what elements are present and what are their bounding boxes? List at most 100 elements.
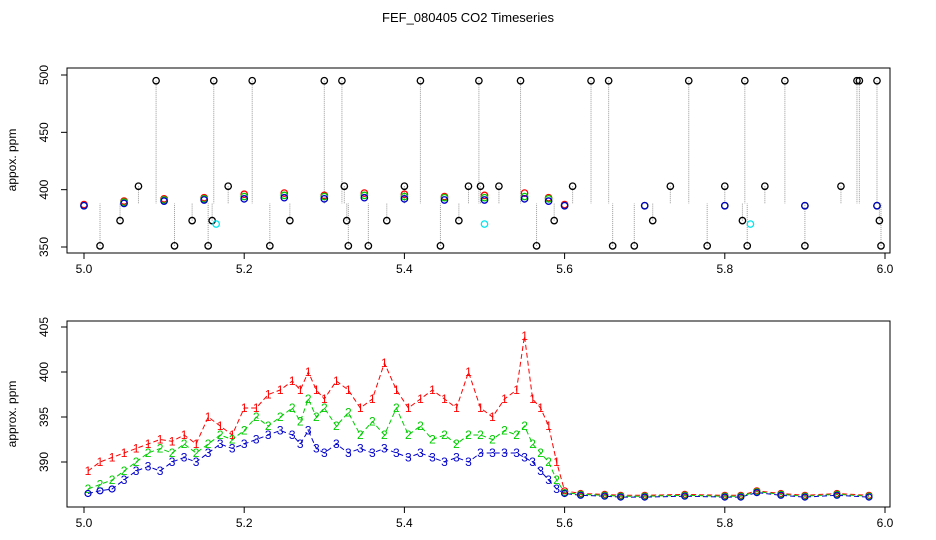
top-series-2-point bbox=[240, 192, 249, 201]
bottom-series-3-label: 3 bbox=[521, 451, 528, 465]
top-y-tick-label: 350 bbox=[37, 237, 51, 257]
bottom-series-2-label: 2 bbox=[121, 464, 128, 478]
bottom-series-2-label: 2 bbox=[289, 401, 296, 415]
top-series-flagged-point bbox=[760, 182, 769, 191]
bottom-series-1-label: 1 bbox=[109, 451, 116, 465]
bottom-series-3-point bbox=[833, 491, 841, 499]
bottom-series-2-label: 2 bbox=[537, 446, 544, 460]
bottom-series-2-label: 2 bbox=[529, 437, 536, 451]
bottom-series-3-label: 3 bbox=[145, 460, 152, 474]
top-series-1-point bbox=[400, 190, 409, 199]
top-series-flagged-point bbox=[532, 242, 541, 250]
bottom-series-3-label: 3 bbox=[417, 446, 424, 460]
top-series-2-point bbox=[360, 191, 369, 200]
bottom-series-3-label: 3 bbox=[313, 442, 320, 456]
bottom-series-3-point bbox=[641, 493, 649, 501]
bottom-series-2-label: 2 bbox=[217, 428, 224, 442]
bottom-series-2-label: 2 bbox=[109, 473, 116, 487]
bottom-series-1-label: 1 bbox=[465, 365, 472, 379]
bottom-series-1-label: 1 bbox=[205, 410, 212, 424]
top-x-tick-label: 5.8 bbox=[716, 262, 733, 276]
bottom-series-3-label: 3 bbox=[217, 437, 224, 451]
bottom-series-2-label: 2 bbox=[169, 446, 176, 460]
bottom-series-3-point bbox=[801, 493, 809, 501]
top-series-2-point bbox=[320, 192, 329, 201]
top-series-flagged-point bbox=[630, 242, 639, 250]
bottom-series-2-label: 2 bbox=[157, 442, 164, 456]
bottom-x-tick-label: 6.0 bbox=[877, 516, 894, 530]
top-series-2-point bbox=[480, 193, 489, 202]
top-series-3-point bbox=[801, 201, 809, 210]
bottom-series-3-label: 3 bbox=[381, 442, 388, 456]
bottom-series-3-label: 3 bbox=[529, 455, 536, 469]
bottom-series-1-label: 1 bbox=[357, 401, 364, 415]
bottom-series-3-label: 3 bbox=[429, 451, 436, 465]
bottom-series-1-label: 1 bbox=[241, 401, 248, 415]
bottom-series-2-label: 2 bbox=[85, 482, 92, 496]
bottom-series-2-label: 2 bbox=[417, 419, 424, 433]
top-series-flagged-point bbox=[400, 182, 409, 191]
bottom-series-3-label: 3 bbox=[205, 446, 212, 460]
top-series-flagged-point bbox=[364, 242, 373, 250]
top-series-flagged-point bbox=[204, 242, 213, 250]
top-series-cyan-point bbox=[746, 220, 755, 228]
bottom-series-1-label: 1 bbox=[169, 434, 176, 448]
bottom-series-1-label: 1 bbox=[133, 442, 140, 456]
bottom-series-2-label: 2 bbox=[465, 428, 472, 442]
top-series-2-point bbox=[440, 193, 449, 202]
top-series-2-point bbox=[400, 192, 409, 201]
figure-title: FEF_080405 CO2 Timeseries bbox=[382, 10, 554, 25]
top-series-flagged-point bbox=[550, 216, 559, 225]
bottom-series-3-label: 3 bbox=[305, 424, 312, 438]
bottom-series-3-label: 3 bbox=[537, 464, 544, 478]
top-series-flagged-point bbox=[738, 216, 747, 225]
bottom-series-1-label: 1 bbox=[345, 383, 352, 397]
top-x-tick-label: 5.0 bbox=[76, 262, 93, 276]
bottom-series-3-point bbox=[96, 487, 104, 495]
bottom-series-3-label: 3 bbox=[345, 446, 352, 460]
bottom-y-tick-label: 390 bbox=[37, 452, 51, 472]
top-series-flagged-point bbox=[720, 182, 729, 191]
bottom-series-1-label: 1 bbox=[429, 383, 436, 397]
top-series-flagged-point bbox=[464, 182, 473, 191]
bottom-series-1-label: 1 bbox=[277, 383, 284, 397]
bottom-series-2-label: 2 bbox=[333, 419, 340, 433]
top-series-flagged-point bbox=[340, 182, 349, 191]
top-series-flagged-point bbox=[568, 182, 577, 191]
top-series-flagged-point bbox=[495, 182, 503, 191]
bottom-series-3-label: 3 bbox=[465, 455, 472, 469]
top-panel: appox. ppm 5.0 5.2 5.4 5.6 5.8 6.0 350 400 450 50… bbox=[5, 65, 894, 276]
bottom-panel: approx. ppm 5.0 5.2 5.4 5.6 5.8 6.0 390 395 400 4… bbox=[5, 317, 894, 530]
bottom-series-2-label: 2 bbox=[181, 437, 188, 451]
top-series-flagged-point bbox=[587, 76, 595, 85]
bottom-series-1-label: 1 bbox=[417, 392, 424, 406]
bottom-series-1-label: 1 bbox=[85, 464, 92, 478]
bottom-series-3-label: 3 bbox=[393, 446, 400, 460]
top-series-3-point bbox=[640, 201, 649, 210]
top-plot-frame bbox=[66, 67, 891, 254]
bottom-series-1-label: 1 bbox=[193, 437, 200, 451]
bottom-series-3-point bbox=[777, 491, 785, 499]
bottom-series-3-label: 3 bbox=[265, 428, 272, 442]
top-series-flagged-point bbox=[286, 216, 294, 225]
bottom-series-2-label: 2 bbox=[521, 419, 528, 433]
top-y-tick-label: 500 bbox=[37, 65, 51, 85]
top-series-3-point bbox=[440, 196, 449, 204]
bottom-y-tick-label: 405 bbox=[37, 317, 51, 337]
bottom-series-3-label: 3 bbox=[453, 451, 460, 465]
top-series-flagged-point bbox=[342, 216, 351, 225]
top-series-3-point bbox=[720, 201, 729, 210]
top-y-axis-label: appox. ppm bbox=[5, 129, 19, 192]
top-series-3-point bbox=[240, 194, 249, 203]
bottom-series-2-label: 2 bbox=[97, 478, 104, 492]
top-series-flagged-point bbox=[743, 242, 752, 250]
bottom-series-1-label: 1 bbox=[97, 455, 104, 469]
bottom-series-1-label: 1 bbox=[405, 401, 412, 415]
bottom-series-3-label: 3 bbox=[289, 428, 296, 442]
top-series-3-point bbox=[560, 201, 569, 210]
top-series-flagged-point bbox=[801, 242, 809, 250]
bottom-series-1-label: 1 bbox=[393, 383, 400, 397]
bottom-series-2-label: 2 bbox=[405, 428, 412, 442]
bottom-series-1-label: 1 bbox=[381, 356, 388, 370]
top-series-flagged-point bbox=[96, 242, 104, 250]
